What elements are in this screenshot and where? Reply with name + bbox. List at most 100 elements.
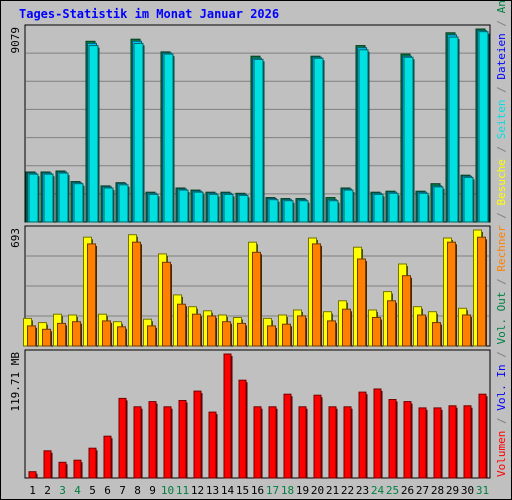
x-tick-label: 3 [59,484,66,497]
legend-vol-in: Vol. In [495,364,508,410]
bar-seiten-5 [88,45,99,223]
bar-seiten-2 [43,173,54,223]
bar-rechner-14 [222,321,231,347]
bar-volumen-4 [73,459,82,479]
bar-rechner-17 [267,325,276,347]
bar-rechner-7 [117,326,126,347]
bar-seiten-28 [433,186,444,223]
x-tick-label: 13 [206,484,219,497]
x-tick-label: 18 [281,484,294,497]
x-tick-label: 10 [161,484,174,497]
x-tick-label: 27 [416,484,429,497]
legend-anfragen: Anfragen [495,0,508,13]
x-tick-label: 21 [326,484,339,497]
legend-seiten: Seiten [495,99,508,139]
bar-seiten-25 [388,192,399,223]
bar-seiten-4 [73,183,84,223]
bar-volumen-31 [478,393,487,479]
bar-volumen-25 [388,399,397,479]
bar-volumen-18 [283,393,292,479]
x-tick-label: 6 [104,484,111,497]
bar-volumen-21 [328,406,337,479]
bar-seiten-30 [463,176,474,223]
bar-seiten-17 [268,199,279,223]
y-axis-max-label: 693 [9,228,22,248]
x-tick-label: 23 [356,484,369,497]
bar-rechner-8 [132,241,141,347]
x-tick-label: 12 [191,484,204,497]
y-axis-max-label: 9079 [9,27,22,54]
x-tick-label: 20 [311,484,324,497]
bar-volumen-30 [463,405,472,479]
bar-seiten-16 [253,58,264,223]
x-tick-label: 11 [176,484,189,497]
legend-sep: / [495,80,508,93]
bar-rechner-15 [237,322,246,347]
x-tick-label: 9 [149,484,156,497]
bar-seiten-11 [178,189,189,223]
chart-title: Tages-Statistik im Monat Januar 2026 [19,7,280,21]
legend: Volumen / Vol. In / Vol. Out / Rechner /… [495,0,508,477]
legend-sep: / [495,411,508,424]
bar-rechner-28 [432,322,441,347]
bar-seiten-29 [448,36,459,223]
bar-rechner-2 [42,328,51,347]
bar-rechner-24 [372,317,381,347]
x-tick-label: 5 [89,484,96,497]
bar-seiten-26 [403,56,414,223]
bar-seiten-27 [418,192,429,223]
bar-volumen-16 [253,406,262,479]
bar-volumen-13 [208,411,217,479]
bar-seiten-31 [478,31,489,223]
legend-volumen: Volumen [495,431,508,477]
bar-seiten-15 [238,194,249,223]
bar-seiten-12 [193,191,204,223]
x-tick-label: 24 [371,484,385,497]
bar-rechner-23 [357,258,366,347]
x-tick-label: 22 [341,484,354,497]
bar-seiten-9 [148,193,159,223]
x-tick-label: 29 [446,484,459,497]
legend-vol-out: Vol. Out [495,292,508,345]
chart-panels: 9079 693 119.71 MB [9,24,491,479]
legend-sep: / [495,345,508,358]
legend-sep: / [495,205,508,218]
x-tick-label: 28 [431,484,444,497]
legend-besuche: Besuche [495,159,508,205]
bar-volumen-1 [28,471,37,479]
legend-sep: / [495,13,508,26]
legend-sep: / [495,272,508,285]
x-tick-label: 30 [461,484,474,497]
bar-rechner-6 [102,320,111,347]
bar-volumen-2 [43,450,52,479]
bar-rechner-11 [177,303,186,347]
x-tick-label: 19 [296,484,309,497]
x-tick-label: 16 [251,484,264,497]
x-tick-label: 7 [119,484,126,497]
bar-volumen-24 [373,388,382,479]
x-tick-label: 2 [44,484,51,497]
x-tick-label: 15 [236,484,249,497]
bar-rechner-10 [162,261,171,347]
bar-volumen-29 [448,405,457,479]
bar-volumen-8 [133,406,142,479]
bar-volumen-11 [178,400,187,479]
bar-seiten-18 [283,200,294,223]
bar-volumen-3 [58,461,67,479]
bar-volumen-19 [298,406,307,479]
bar-rechner-29 [447,241,456,347]
bar-volumen-27 [418,407,427,479]
bar-seiten-7 [118,184,129,223]
bar-seiten-6 [103,187,114,223]
x-tick-label: 1 [29,484,36,497]
bar-volumen-10 [163,406,172,479]
legend-sep: / [495,139,508,152]
x-tick-label: 26 [401,484,414,497]
bar-volumen-17 [268,406,277,479]
bar-rechner-19 [297,315,306,347]
bar-volumen-23 [358,391,367,479]
x-tick-label: 8 [134,484,141,497]
bar-volumen-15 [238,379,247,479]
bar-volumen-26 [403,401,412,479]
